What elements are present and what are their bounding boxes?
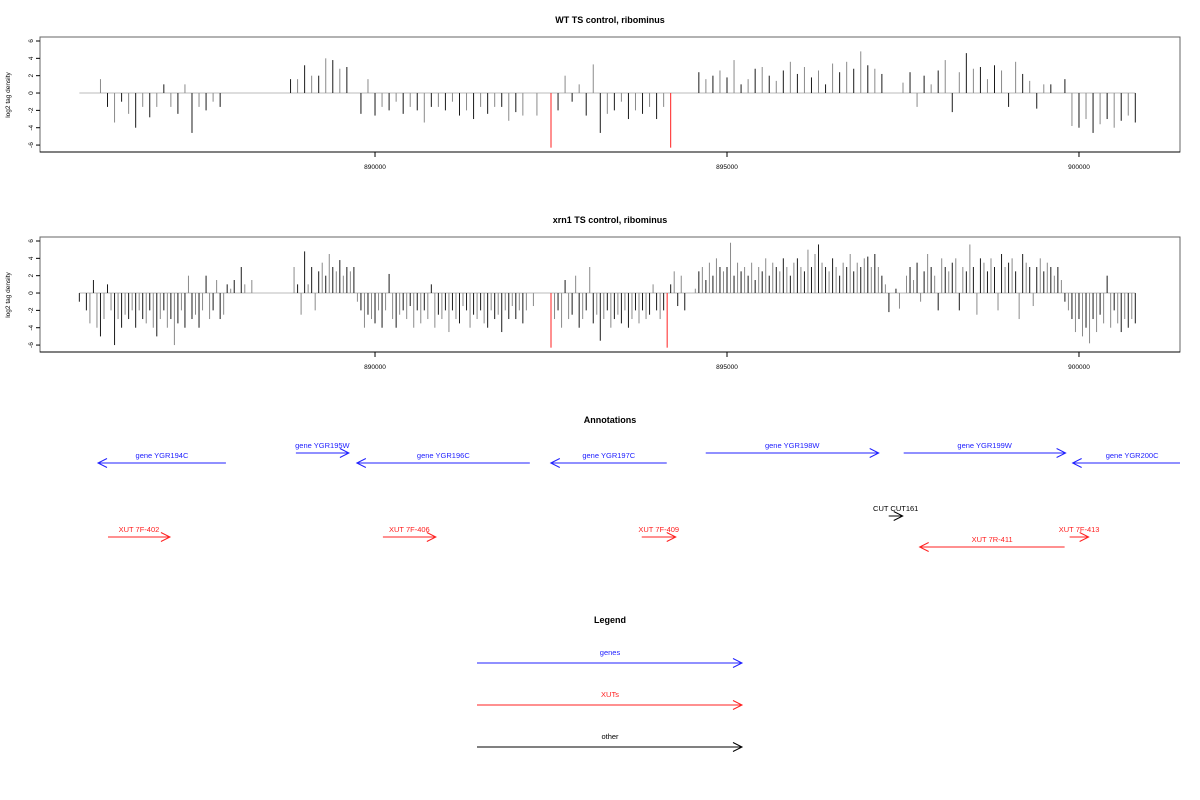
- feature-gene-ygr195w: gene YGR195W: [295, 441, 351, 458]
- feature-gene-ygr199w: gene YGR199W: [903, 441, 1067, 458]
- y-tick-label: -2: [28, 307, 35, 313]
- feature-xut-7r-411: XUT 7R-411: [918, 535, 1065, 552]
- feature-gene-ygr197c: gene YGR197C: [549, 451, 667, 468]
- y-tick-label: -4: [28, 124, 35, 130]
- arrowhead-icon: [918, 542, 929, 552]
- wt-panel: WT TS control, ribominus log2 tag densit…: [5, 15, 1181, 171]
- feature-cut-cut161: CUT CUT161: [873, 504, 918, 521]
- annotations-title: Annotations: [584, 415, 637, 425]
- arrowhead-icon: [1056, 448, 1067, 458]
- feature-xut-7f-402: XUT 7F-402: [108, 525, 172, 542]
- wt-y-axis-label: log2 tag density: [5, 71, 12, 117]
- arrowhead-icon: [869, 448, 880, 458]
- arrowhead-icon: [549, 458, 561, 468]
- annotations-panel: Annotations gene YGR194C gene YGR195W gene…: [96, 415, 1180, 552]
- xrn1-y-axis-label: log2 tag density: [5, 271, 12, 317]
- y-tick-label: 2: [28, 73, 35, 77]
- y-tick-label: -6: [28, 142, 35, 148]
- legend-title: Legend: [594, 615, 626, 625]
- x-tick-label: 895000: [716, 164, 738, 171]
- arrowhead-icon: [339, 448, 351, 458]
- legend-entry-xuts: XUTs: [601, 690, 619, 699]
- xrn1-panel: xrn1 TS control, ribominus log2 tag dens…: [5, 215, 1181, 371]
- y-tick-label: 4: [28, 56, 35, 60]
- arrowhead-icon: [96, 458, 108, 468]
- y-tick-label: 6: [28, 239, 35, 243]
- x-tick-label: 895000: [716, 364, 738, 371]
- feature-label: gene YGR198W: [765, 441, 820, 450]
- feature-gene-ygr200c: gene YGR200C: [1071, 451, 1180, 468]
- feature-xut-7f-409: XUT 7F-409: [638, 525, 679, 542]
- feature-label: XUT 7F-413: [1059, 525, 1100, 534]
- feature-gene-ygr194c: gene YGR194C: [96, 451, 226, 468]
- arrowhead-icon: [426, 532, 437, 542]
- y-tick-label: 0: [28, 91, 35, 95]
- x-tick-label: 890000: [364, 364, 386, 371]
- y-tick-label: -6: [28, 342, 35, 348]
- wt-panel-title: WT TS control, ribominus: [555, 15, 665, 25]
- feature-gene-ygr196c: gene YGR196C: [355, 451, 530, 468]
- feature-gene-ygr198w: gene YGR198W: [705, 441, 880, 458]
- legend: Legend genes XUTs other: [477, 615, 744, 752]
- arrowhead-icon: [732, 700, 744, 710]
- arrowhead-icon: [1071, 458, 1082, 468]
- feature-label: gene YGR200C: [1106, 451, 1159, 460]
- arrowhead-icon: [732, 742, 744, 752]
- legend-entry-genes: genes: [600, 648, 621, 657]
- xrn1-panel-title: xrn1 TS control, ribominus: [553, 215, 668, 225]
- y-tick-label: -4: [28, 324, 35, 330]
- feature-xut-7f-413: XUT 7F-413: [1059, 525, 1100, 542]
- arrowhead-icon: [1079, 532, 1090, 542]
- feature-label: XUT 7R-411: [972, 535, 1013, 544]
- x-tick-label: 900000: [1068, 364, 1090, 371]
- feature-label: XUT 7F-409: [638, 525, 679, 534]
- x-tick-label: 900000: [1068, 164, 1090, 171]
- arrowhead-icon: [666, 532, 677, 542]
- arrowhead-icon: [732, 658, 744, 668]
- y-tick-label: 6: [28, 39, 35, 43]
- legend-entry-other: other: [601, 732, 619, 741]
- feature-label: gene YGR199W: [957, 441, 1012, 450]
- y-tick-label: 4: [28, 256, 35, 260]
- arrowhead-icon: [355, 458, 367, 468]
- y-tick-label: 2: [28, 273, 35, 277]
- y-tick-label: 0: [28, 291, 35, 295]
- feature-label: XUT 7F-402: [119, 525, 160, 534]
- feature-label: CUT CUT161: [873, 504, 918, 513]
- arrowhead-icon: [893, 511, 904, 521]
- feature-label: gene YGR195W: [295, 441, 350, 450]
- feature-label: gene YGR197C: [582, 451, 635, 460]
- y-tick-label: -2: [28, 107, 35, 113]
- feature-xut-7f-406: XUT 7F-406: [382, 525, 437, 542]
- feature-label: gene YGR194C: [136, 451, 189, 460]
- feature-label: XUT 7F-406: [389, 525, 430, 534]
- arrowhead-icon: [160, 532, 172, 542]
- feature-label: gene YGR196C: [417, 451, 470, 460]
- x-tick-label: 890000: [364, 164, 386, 171]
